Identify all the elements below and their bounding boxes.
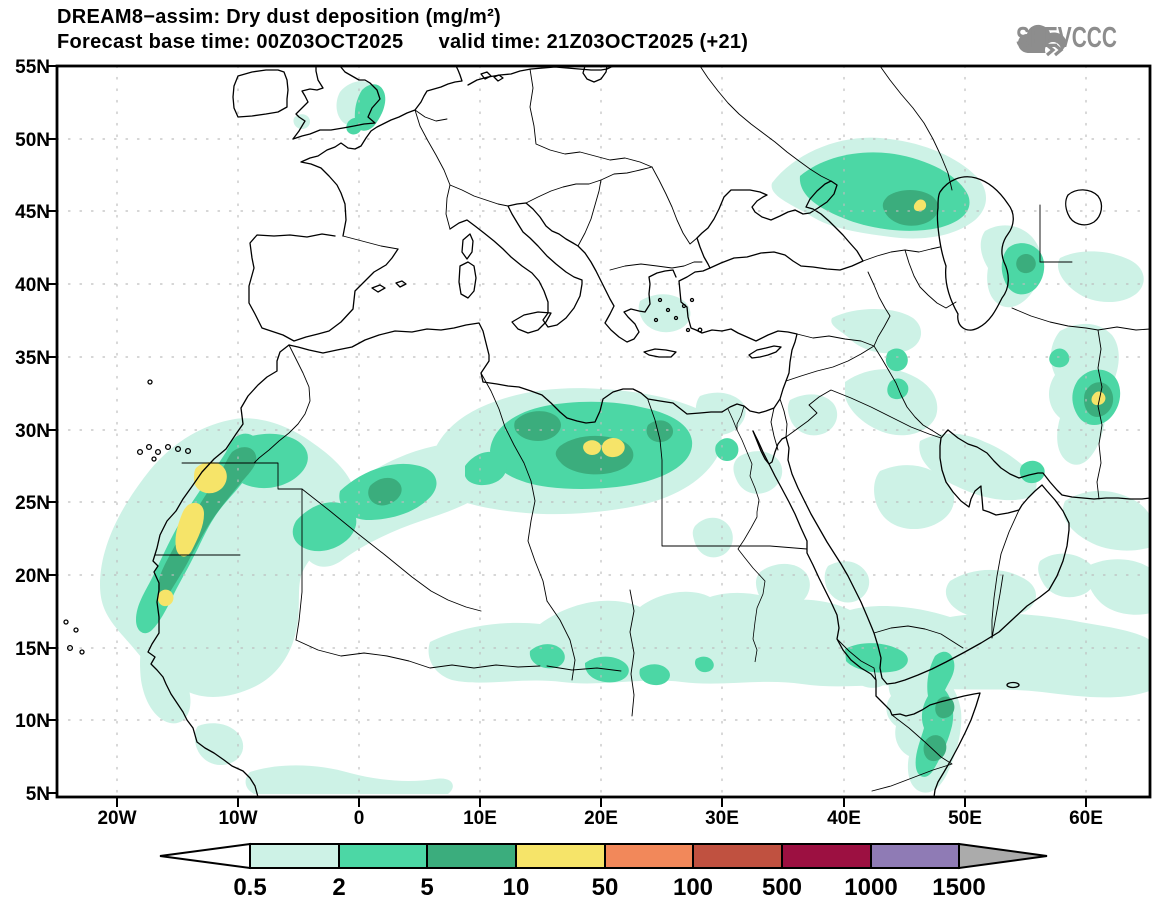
lon-label: 20E [584, 808, 618, 829]
lon-label: 10W [218, 808, 257, 829]
lon-label: 40E [827, 808, 861, 829]
lat-label: 30N [15, 421, 50, 442]
dust-shading [100, 81, 1150, 794]
scale-label: 50 [592, 874, 619, 901]
scale-label: 1500 [932, 874, 985, 901]
lat-label: 55N [15, 57, 50, 78]
graticule-grid [56, 65, 1151, 798]
scale-label: 2 [332, 874, 345, 901]
lat-label: 10N [15, 711, 50, 732]
latitude-axis: 55N 50N 45N 40N 35N 30N 25N 20N 15N 10N … [15, 57, 50, 805]
scale-label: 5 [420, 874, 433, 901]
lat-label: 25N [15, 493, 50, 514]
colorbar-below-arrow [159, 842, 251, 870]
scale-label: 100 [673, 874, 713, 901]
colorbar-segment [515, 843, 606, 869]
lon-label: 0 [354, 808, 365, 829]
colorbar-segment [604, 843, 694, 869]
cloud-logo-icon [1018, 24, 1067, 58]
coastlines [147, 66, 1150, 797]
logo-text: SEEVCCC [1016, 22, 1117, 54]
lat-label: 35N [15, 348, 50, 369]
lon-label: 10E [463, 808, 497, 829]
colorbar-segment [870, 843, 960, 869]
dust-level-10-50 [157, 199, 1106, 607]
map-frame [55, 64, 1152, 799]
colorbar-segment [338, 843, 428, 869]
page-title: DREAM8−assim: Dry dust deposition (mg/m²… [57, 6, 502, 28]
colorbar-above-arrow [958, 842, 1048, 870]
colorbar-segment [426, 843, 517, 869]
dust-level-0p5-2 [100, 81, 1150, 794]
lat-label: 50N [15, 130, 50, 151]
scale-label: 1000 [844, 874, 897, 901]
scale-label: 500 [762, 874, 802, 901]
colorbar-segment [781, 843, 872, 869]
dust-level-5-10 [158, 190, 1114, 762]
lat-label: 15N [15, 639, 50, 660]
lat-label: 5N [26, 784, 50, 805]
lat-label: 20N [15, 566, 50, 587]
lon-label: 50E [948, 808, 982, 829]
colorbar-segment [692, 843, 783, 869]
lon-label: 60E [1069, 808, 1103, 829]
lat-label: 40N [15, 275, 50, 296]
seevccc-logo: SEEVCCC [1016, 22, 1156, 58]
colorbar-segment [249, 843, 340, 869]
longitude-axis: 20W 10W 0 10E 20E 30E 40E 50E 60E [97, 808, 1102, 829]
scale-label: 10 [503, 874, 530, 901]
forecast-time-subtitle: Forecast base time: 00Z03OCT2025 valid t… [57, 31, 749, 53]
axis-ticks [47, 65, 1087, 807]
lat-label: 45N [15, 202, 50, 223]
colorbar: 0.5 2 5 10 50 100 500 1000 1500 [159, 842, 1048, 901]
map-titles: DREAM8−assim: Dry dust deposition (mg/m²… [57, 5, 748, 55]
rivers [727, 405, 766, 663]
islands [63, 233, 1020, 689]
lon-label: 30E [705, 808, 739, 829]
country-borders [154, 66, 1150, 792]
scale-label: 0.5 [233, 874, 266, 901]
lon-label: 20W [97, 808, 136, 829]
